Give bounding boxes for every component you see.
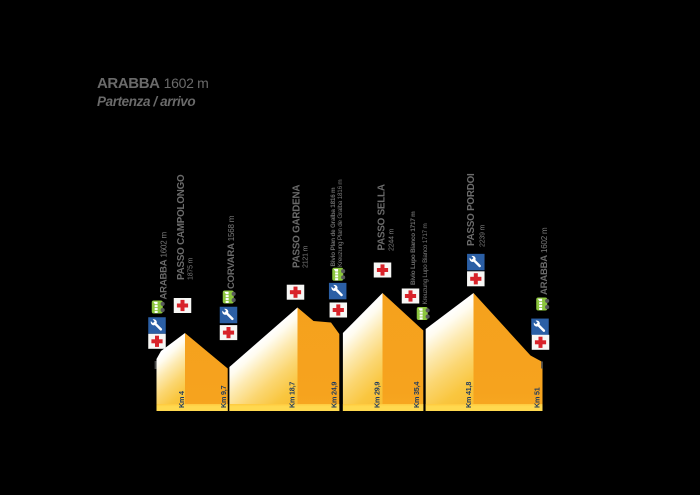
mechanical-assistance-icon (219, 306, 238, 324)
mechanical-assistance-icon (148, 317, 166, 334)
shuttle-bus-icon (536, 297, 550, 311)
point-label: PASSO PORDOI (466, 173, 477, 246)
profile-segment-climb-2 (229, 307, 298, 411)
km-marker-label: Km 29,9 (373, 382, 382, 408)
km-marker-label: Km 51 (533, 387, 542, 408)
medical-assistance-icon (148, 333, 166, 349)
mountain-segments (156, 293, 543, 411)
km-marker-label: Km 18,7 (287, 382, 296, 408)
point-label: 1875 m (188, 257, 195, 280)
mechanical-assistance-icon (328, 282, 347, 300)
label-group-bivio-plan-de-gralba: Bivio Plan de Gralba 1816 m Kreuzung Plan… (328, 180, 348, 318)
label-group-passo-gardena: PASSO GARDENA 2121 m (286, 185, 310, 300)
profile-baseline-band (156, 404, 185, 411)
profile-baseline-band (473, 404, 543, 411)
point-label: PASSO GARDENA (292, 185, 303, 268)
medical-assistance-icon (173, 298, 192, 313)
point-label: Kreuzung Plan de Gralba 1816 m (337, 180, 344, 267)
shuttle-bus-icon (222, 290, 236, 304)
km-marker-label: Km 35,4 (412, 382, 421, 408)
profile-labels: ARABBA 1602 m PASSO CAMPOLONGO 1875 m CORVA… (148, 173, 550, 350)
profile-segment-climb-6 (425, 293, 474, 411)
point-label: 2121 m (303, 245, 310, 268)
mechanical-assistance-icon (467, 253, 485, 271)
title-location-name: ARABBA (97, 75, 160, 92)
label-group-passo-sella: PASSO SELLA 2244 m (373, 184, 396, 278)
label-group-bivio-lupo-bianco: Bivio Lupo Bianco 1717 m Kreuzung Lupo Bi… (401, 211, 430, 320)
point-label: Bivio Plan de Gralba 1816 m (330, 187, 337, 267)
medical-assistance-icon (286, 284, 305, 300)
medical-assistance-icon (401, 288, 420, 304)
title-location: ARABBA 1602 m (97, 76, 209, 91)
shuttle-bus-icon (151, 300, 165, 314)
medical-assistance-icon (467, 271, 485, 287)
point-label: Kreuzung Lupo Bianco 1717 m (422, 223, 429, 304)
km-marker-label: Km 41,8 (464, 382, 473, 408)
medical-assistance-icon (219, 325, 238, 341)
medical-assistance-icon (373, 262, 392, 278)
profile-segment-descent-7 (473, 293, 543, 411)
profile-baseline-band (297, 404, 340, 411)
point-label: ARABBA 1602 m (539, 227, 550, 295)
profile-baseline-band (342, 404, 383, 411)
point-label: ARABBA 1602 m (159, 231, 170, 299)
km-markers: Km 4 Km 9,7 Km 18,7 Km 24,9 Km 29,9 Km 35,4 Km… (177, 382, 542, 408)
profile-segment-descent-5 (382, 293, 424, 411)
point-label: PASSO CAMPOLONGO (176, 174, 187, 280)
shuttle-bus-icon (332, 267, 346, 281)
label-group-arabba-start: ARABBA 1602 m (148, 231, 170, 349)
profile-baseline-band (229, 404, 298, 411)
point-label: 2244 m (389, 228, 396, 251)
point-label: 2239 m (480, 224, 487, 247)
finish-elevation-tick (541, 361, 543, 369)
profile-segment-climb-0 (156, 333, 185, 411)
profile-baseline-band (425, 404, 474, 411)
label-group-arabba-finish: ARABBA 1602 m (531, 227, 550, 350)
title-location-elevation: 1602 m (163, 75, 209, 91)
profile-baseline-band (185, 404, 228, 411)
medical-assistance-icon (531, 334, 550, 350)
km-marker-label: Km 9,7 (219, 385, 228, 408)
point-label: Bivio Lupo Bianco 1717 m (410, 211, 417, 285)
profile-segment-descent-1 (185, 333, 228, 411)
mechanical-assistance-icon (531, 318, 549, 336)
start-elevation-tick (154, 361, 157, 369)
label-group-corvara: CORVARA 1568 m (219, 215, 238, 341)
page-title: ARABBA 1602 m Partenza / arrivo (97, 76, 209, 109)
point-label: CORVARA 1568 m (226, 215, 237, 289)
point-label: PASSO SELLA (377, 184, 388, 250)
title-subtitle: Partenza / arrivo (97, 94, 196, 109)
medical-assistance-icon (329, 302, 348, 318)
label-group-passo-campolongo: PASSO CAMPOLONGO 1875 m (173, 174, 195, 313)
label-group-passo-pordoi: PASSO PORDOI 2239 m (466, 173, 487, 287)
km-marker-label: Km 24,9 (330, 382, 339, 408)
shuttle-bus-icon (416, 307, 430, 320)
km-marker-label: Km 4 (177, 391, 186, 408)
profile-segment-climb-4 (342, 293, 383, 411)
profile-baseline-band (382, 404, 424, 411)
profile-segment-descent-3 (297, 307, 340, 411)
